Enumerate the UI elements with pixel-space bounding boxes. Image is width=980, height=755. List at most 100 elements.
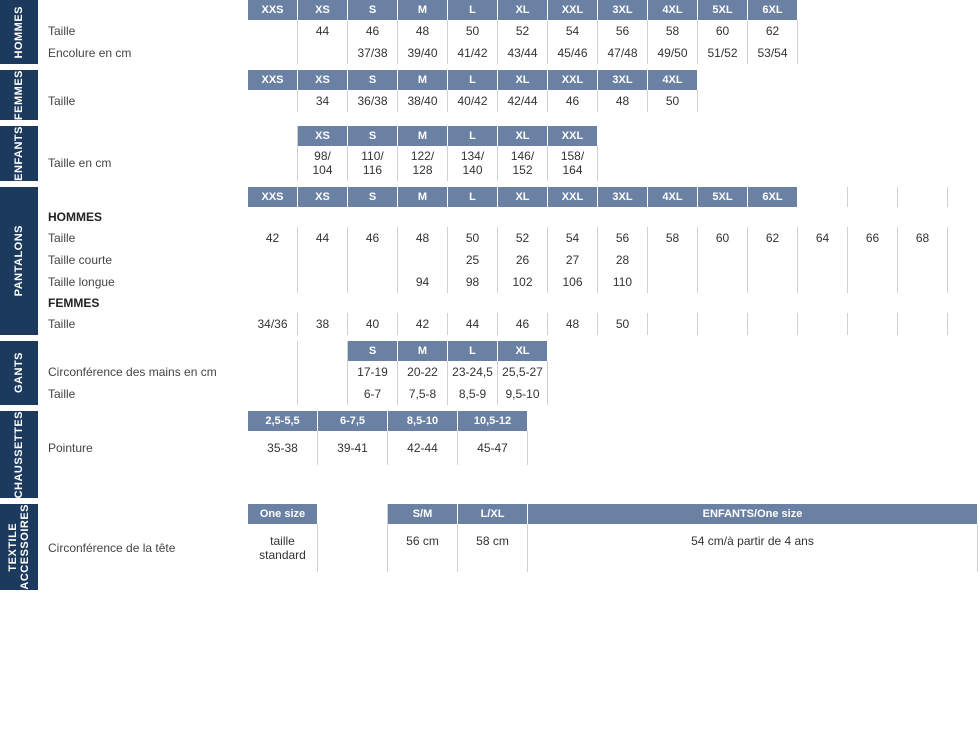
size-header: S — [348, 341, 398, 361]
data-cell: 17-19 — [348, 361, 398, 383]
section-chaussettes: CHAUSSETTES2,5-5,56-7,58,5-1010,5-12Poin… — [0, 411, 980, 498]
data-cell: 58 — [648, 20, 698, 42]
size-header: 3XL — [598, 187, 648, 207]
data-cell — [748, 313, 798, 335]
size-header: M — [398, 341, 448, 361]
size-header: XS — [298, 126, 348, 146]
table-row: Taille4244464850525456586062646668 — [38, 227, 980, 249]
data-cell: 34 — [298, 90, 348, 112]
data-cell: 52 — [498, 20, 548, 42]
data-cell — [248, 271, 298, 293]
size-header: XXS — [248, 70, 298, 90]
data-cell: 64 — [798, 227, 848, 249]
data-cell: 42 — [398, 313, 448, 335]
size-header: 2,5-5,5 — [248, 411, 318, 431]
data-cell: 58 — [648, 227, 698, 249]
data-cell: 53/54 — [748, 42, 798, 64]
size-header: 3XL — [598, 70, 648, 90]
size-header: XXL — [548, 187, 598, 207]
size-header — [848, 187, 898, 207]
data-cell: 40/42 — [448, 90, 498, 112]
data-cell: 44 — [298, 20, 348, 42]
data-cell: 45/46 — [548, 42, 598, 64]
size-header: M — [398, 70, 448, 90]
size-header: L — [448, 341, 498, 361]
size-header: 5XL — [698, 187, 748, 207]
data-cell: 66 — [848, 227, 898, 249]
table-row: Taille44464850525456586062 — [38, 20, 980, 42]
size-header: M — [398, 187, 448, 207]
data-cell: 46 — [348, 20, 398, 42]
data-cell: 51/52 — [698, 42, 748, 64]
tab-gants: GANTS — [0, 341, 38, 405]
data-cell — [748, 249, 798, 271]
section-accessoires: ACCESSOIRES TEXTILEOne sizeS/ML/XLENFANT… — [0, 504, 980, 590]
data-cell — [648, 249, 698, 271]
data-cell — [398, 249, 448, 271]
row-label: Taille en cm — [38, 146, 248, 181]
data-cell: 41/42 — [448, 42, 498, 64]
data-cell: 25 — [448, 249, 498, 271]
size-header: XL — [498, 126, 548, 146]
table-row: FEMMES — [38, 293, 980, 313]
data-cell: 27 — [548, 249, 598, 271]
table-row: HOMMES — [38, 207, 980, 227]
data-cell: 48 — [398, 20, 448, 42]
table-row: Taille longue9498102106110 — [38, 271, 980, 293]
size-header: 5XL — [698, 0, 748, 20]
size-header: S — [348, 126, 398, 146]
size-header: M — [398, 126, 448, 146]
section-gants: GANTSSMLXLCirconférence des mains en cm1… — [0, 341, 980, 405]
data-cell — [248, 90, 298, 112]
size-header: XL — [498, 341, 548, 361]
row-label: Taille longue — [38, 271, 248, 293]
table-row: Encolure en cm37/3839/4041/4243/4445/464… — [38, 42, 980, 64]
data-cell — [248, 383, 298, 405]
size-header: 3XL — [598, 0, 648, 20]
table-row: Taille6-77,5-88,5-99,5-10 — [38, 383, 980, 405]
data-cell: 102 — [498, 271, 548, 293]
data-cell: 47/48 — [598, 42, 648, 64]
data-cell: 9,5-10 — [498, 383, 548, 405]
header-femmes: XXSXSSMLXLXXL3XL4XL — [38, 70, 980, 90]
size-header: 6XL — [748, 0, 798, 20]
data-cell: 45-47 — [458, 431, 528, 465]
data-cell: 49/50 — [648, 42, 698, 64]
data-cell — [348, 249, 398, 271]
size-header: M — [398, 0, 448, 20]
row-label: Circonférence de la tête — [38, 524, 248, 572]
size-header: S — [348, 187, 398, 207]
data-cell: 56 cm — [388, 524, 458, 572]
size-header: 6XL — [748, 187, 798, 207]
data-cell — [798, 249, 848, 271]
data-cell: 98 — [448, 271, 498, 293]
size-header: S/M — [388, 504, 458, 524]
data-cell: 42 — [248, 227, 298, 249]
data-cell: 158/ 164 — [548, 146, 598, 181]
data-cell: 56 — [598, 20, 648, 42]
data-cell: 38 — [298, 313, 348, 335]
row-label: Taille — [38, 313, 248, 335]
data-cell: 39/40 — [398, 42, 448, 64]
tab-enfants: ENFANTS — [0, 126, 38, 181]
data-cell — [698, 271, 748, 293]
data-cell: 48 — [548, 313, 598, 335]
size-header: One size — [248, 504, 318, 524]
row-label: Taille — [38, 90, 248, 112]
data-cell: 110/ 116 — [348, 146, 398, 181]
size-header: 4XL — [648, 70, 698, 90]
tab-femmes: FEMMES — [0, 70, 38, 120]
data-cell: 54 — [548, 227, 598, 249]
data-cell — [648, 313, 698, 335]
size-header: XS — [298, 70, 348, 90]
size-header — [248, 341, 298, 361]
data-cell: 110 — [598, 271, 648, 293]
data-cell — [898, 249, 948, 271]
header-hommes: XXSXSSMLXLXXL3XL4XL5XL6XL — [38, 0, 980, 20]
header-pantalons: XXSXSSMLXLXXL3XL4XL5XL6XL — [38, 187, 980, 207]
data-cell: 44 — [298, 227, 348, 249]
section-hommes: HOMMESXXSXSSMLXLXXL3XL4XL5XL6XLTaille444… — [0, 0, 980, 64]
data-cell: 23-24,5 — [448, 361, 498, 383]
size-header — [898, 187, 948, 207]
data-cell — [248, 42, 298, 64]
